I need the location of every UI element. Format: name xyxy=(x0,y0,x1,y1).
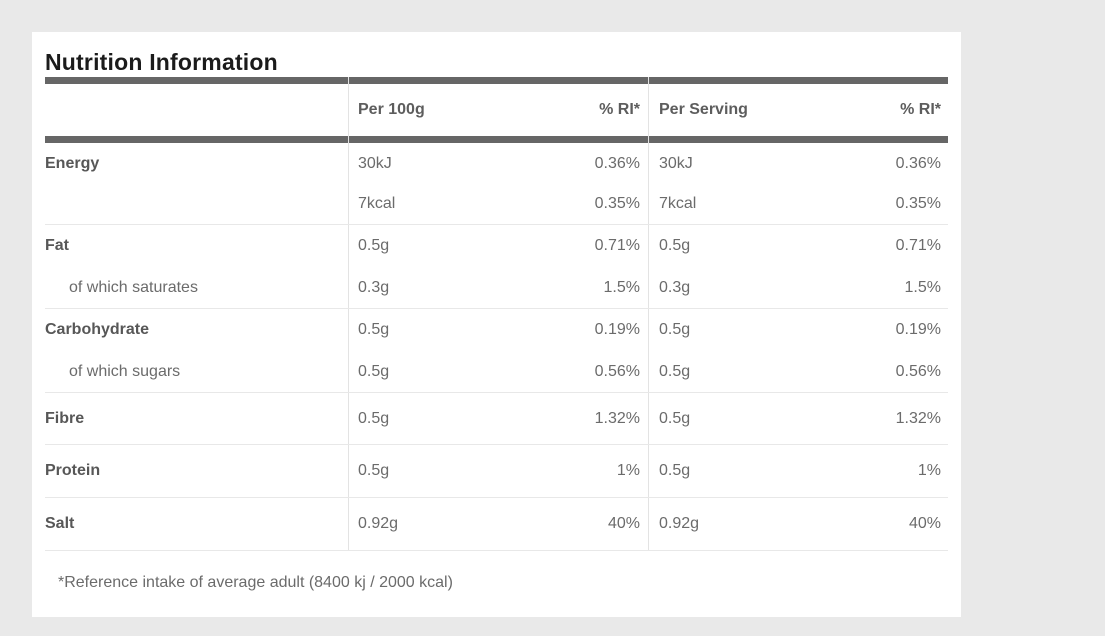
per-serving-value: 0.5g xyxy=(648,309,798,351)
per-serving-value: 0.5g xyxy=(648,225,798,267)
ri-100g-value: 40% xyxy=(607,515,640,532)
bar-segment xyxy=(798,136,948,143)
row-label: of which sugars xyxy=(69,362,181,380)
ri-serving-value: 0.71% xyxy=(895,237,941,254)
row-label: Fat xyxy=(45,237,69,254)
title-divider-bar xyxy=(45,77,948,84)
ri-serving-value: 40% xyxy=(908,515,941,532)
ri-100g-value: 0.36% xyxy=(594,154,640,172)
bar-segment xyxy=(348,77,498,84)
ri-serving-value: 0.56% xyxy=(895,362,941,380)
bar-segment xyxy=(648,77,798,84)
ri-serving-value: 0.36% xyxy=(895,154,941,172)
ri-serving-value: 1.32% xyxy=(895,409,941,427)
per-100g-value: 0.5g xyxy=(348,393,498,444)
per-100g-value: 0.3g xyxy=(348,267,498,308)
ri-serving-value: 1% xyxy=(917,462,941,479)
ri-100g-value: 1.32% xyxy=(594,409,640,427)
ri-100g-value: 0.56% xyxy=(594,362,640,380)
table-row-carbohydrate: Carbohydrate 0.5g 0.19% 0.5g 0.19% xyxy=(45,309,948,351)
header-empty-cell xyxy=(45,84,348,136)
header-divider-bar xyxy=(45,136,948,143)
per-100g-value: 30kJ xyxy=(348,143,498,184)
bar-segment xyxy=(498,136,648,143)
table-row-saturates: of which saturates 0.3g 1.5% 0.3g 1.5% xyxy=(45,267,948,309)
per-100g-value: 0.5g xyxy=(348,351,498,392)
per-serving-value: 0.92g xyxy=(648,498,798,550)
per-serving-value: 0.5g xyxy=(648,445,798,497)
bar-segment xyxy=(498,77,648,84)
per-serving-value: 0.3g xyxy=(648,267,798,308)
ri-serving-value: 0.19% xyxy=(895,321,941,338)
per-100g-value: 0.5g xyxy=(348,445,498,497)
column-header-ri-per-100g: % RI* xyxy=(599,101,640,118)
per-100g-value: 0.5g xyxy=(348,225,498,267)
column-header-per-100g: Per 100g xyxy=(348,84,498,136)
row-label: Energy xyxy=(45,154,100,172)
row-label: Carbohydrate xyxy=(45,321,150,338)
table-row-energy: Energy 30kJ 0.36% 30kJ 0.36% xyxy=(45,143,948,184)
bar-segment xyxy=(45,136,348,143)
table-row-fat: Fat 0.5g 0.71% 0.5g 0.71% xyxy=(45,225,948,267)
column-header-ri-per-serving: % RI* xyxy=(900,101,941,118)
per-serving-value: 0.5g xyxy=(648,351,798,392)
ri-100g-value: 0.19% xyxy=(594,321,640,338)
ri-100g-value: 1% xyxy=(616,462,640,479)
table-row-energy-kcal: 7kcal 0.35% 7kcal 0.35% xyxy=(45,184,948,225)
per-100g-value: 7kcal xyxy=(348,184,498,224)
per-serving-value: 0.5g xyxy=(648,393,798,444)
ri-100g-value: 0.71% xyxy=(594,237,640,254)
table-row-sugars: of which sugars 0.5g 0.56% 0.5g 0.56% xyxy=(45,351,948,393)
per-serving-value: 30kJ xyxy=(648,143,798,184)
bar-segment xyxy=(648,136,798,143)
per-100g-value: 0.5g xyxy=(348,309,498,351)
row-label: of which saturates xyxy=(69,278,198,296)
ri-serving-value: 1.5% xyxy=(904,278,941,296)
per-serving-value: 7kcal xyxy=(648,184,798,224)
column-header-per-serving: Per Serving xyxy=(648,84,798,136)
bar-segment xyxy=(45,77,348,84)
table-header-row: Per 100g % RI* Per Serving % RI* xyxy=(45,84,948,136)
row-label: Salt xyxy=(45,515,75,532)
row-label: Protein xyxy=(45,462,101,479)
table-row-protein: Protein 0.5g 1% 0.5g 1% xyxy=(45,445,948,498)
table-row-fibre: Fibre 0.5g 1.32% 0.5g 1.32% xyxy=(45,393,948,445)
row-label: Fibre xyxy=(45,409,85,427)
table-row-salt: Salt 0.92g 40% 0.92g 40% xyxy=(45,498,948,551)
bar-segment xyxy=(348,136,498,143)
ri-100g-value: 0.35% xyxy=(594,195,640,212)
page-title: Nutrition Information xyxy=(45,49,278,75)
ri-100g-value: 1.5% xyxy=(603,278,640,296)
nutrition-card: Nutrition Information Per 100g % RI* Per… xyxy=(32,32,961,617)
per-100g-value: 0.92g xyxy=(348,498,498,550)
reference-intake-footnote: *Reference intake of average adult (8400… xyxy=(58,574,453,591)
ri-serving-value: 0.35% xyxy=(895,195,941,212)
bar-segment xyxy=(798,77,948,84)
row-label xyxy=(45,184,348,224)
